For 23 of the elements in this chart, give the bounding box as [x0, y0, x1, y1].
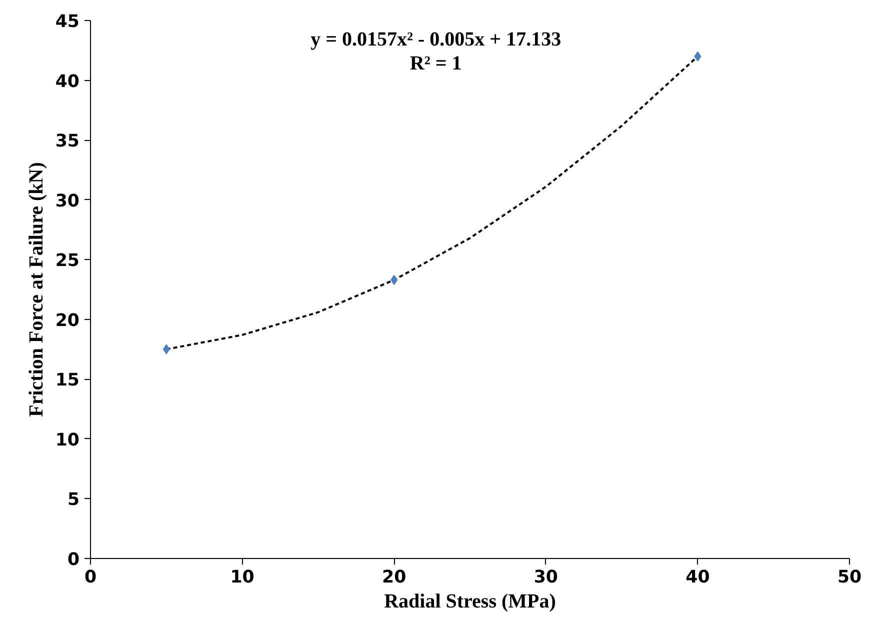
y-tick-label: 5 [67, 490, 80, 510]
y-tick-label: 15 [55, 370, 80, 391]
y-tick-label: 25 [55, 251, 80, 272]
x-tick-label: 50 [837, 568, 862, 588]
x-tick-label: 0 [84, 568, 97, 588]
y-tick-label: 45 [55, 12, 80, 32]
y-tick-label: 40 [55, 72, 80, 92]
y-tick-label: 0 [67, 550, 80, 570]
y-tick-label: 20 [55, 310, 80, 331]
annotation: y = 0.0157x² - 0.005x + 17.133 [310, 28, 562, 50]
point [390, 274, 398, 285]
y-tick-label: 30 [55, 191, 80, 212]
x-tick-label: 30 [534, 568, 558, 588]
y-tick-label: 35 [55, 132, 80, 152]
y-axis-title: Friction Force at Failure (kN) [25, 162, 48, 417]
x-tick-label: 10 [230, 568, 254, 588]
x-axis-title: Radial Stress (MPa) [384, 590, 556, 612]
y-tick-label: 10 [55, 430, 80, 450]
annotation: R² = 1 [410, 52, 462, 74]
x-tick-label: 40 [686, 568, 710, 588]
x-tick-label: 20 [382, 568, 406, 588]
point [162, 344, 170, 354]
point [694, 51, 702, 62]
